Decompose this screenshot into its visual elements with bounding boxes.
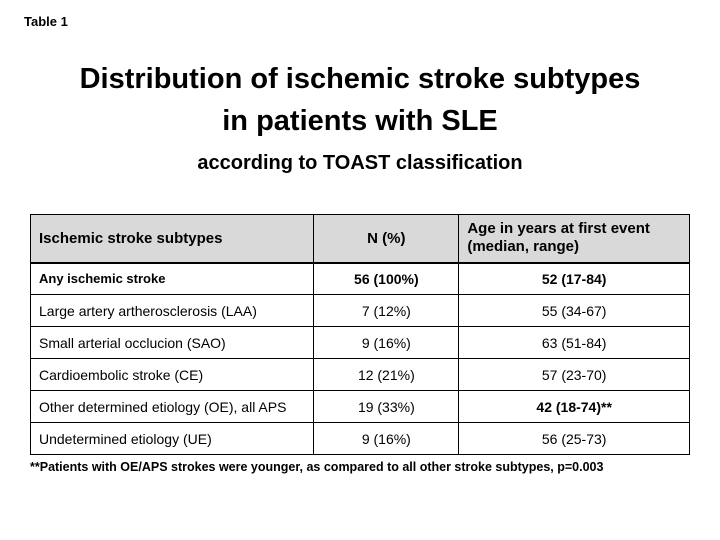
cell-subtype: Cardioembolic stroke (CE) xyxy=(29,358,315,391)
title-line1: Distribution of ischemic stroke subtypes xyxy=(79,63,641,95)
cell-n: 56 (100%) xyxy=(313,262,460,295)
cell-subtype: Large artery artherosclerosis (LAA) xyxy=(29,294,315,327)
cell-age: 52 (17-84) xyxy=(458,262,690,295)
cell-subtype: Small arterial occlucion (SAO) xyxy=(29,326,315,359)
header-n-percent: N (%) xyxy=(313,214,460,264)
cell-age: 63 (51-84) xyxy=(458,326,690,359)
header-subtype: Ischemic stroke subtypes xyxy=(29,214,315,264)
cell-subtype: Any ischemic stroke xyxy=(29,262,315,295)
cell-age: 56 (25-73) xyxy=(458,422,690,455)
table-row: Undetermined etiology (UE) 9 (16%) 56 (2… xyxy=(29,422,690,455)
cell-n: 7 (12%) xyxy=(313,294,460,327)
table-header-row: Ischemic stroke subtypes N (%) Age in ye… xyxy=(29,214,690,264)
title-line2: in patients with SLE xyxy=(222,105,498,138)
cell-n: 12 (21%) xyxy=(313,358,460,391)
cell-n: 9 (16%) xyxy=(313,326,460,359)
cell-n: 9 (16%) xyxy=(313,422,460,455)
cell-age: 57 (23-70) xyxy=(458,358,690,391)
header-age: Age in years at first event (median, ran… xyxy=(458,214,690,264)
table-row: Large artery artherosclerosis (LAA) 7 (1… xyxy=(29,294,690,327)
table-row: Other determined etiology (OE), all APS … xyxy=(29,390,690,423)
cell-n: 19 (33%) xyxy=(313,390,460,423)
page-title: Distribution of ischemic stroke subtypes… xyxy=(0,58,720,142)
cell-subtype: Other determined etiology (OE), all APS xyxy=(29,390,315,423)
page-subtitle: according to TOAST classification xyxy=(197,152,523,174)
stroke-subtypes-table: Ischemic stroke subtypes N (%) Age in ye… xyxy=(29,214,690,455)
footnote: **Patients with OE/APS strokes were youn… xyxy=(30,460,604,474)
table-row: Cardioembolic stroke (CE) 12 (21%) 57 (2… xyxy=(29,358,690,391)
cell-subtype: Undetermined etiology (UE) xyxy=(29,422,315,455)
table-row: Any ischemic stroke 56 (100%) 52 (17-84) xyxy=(29,262,690,295)
cell-age: 55 (34-67) xyxy=(458,294,690,327)
table-number-label: Table 1 xyxy=(24,14,68,29)
cell-age: 42 (18-74)** xyxy=(458,390,690,423)
table-row: Small arterial occlucion (SAO) 9 (16%) 6… xyxy=(29,326,690,359)
